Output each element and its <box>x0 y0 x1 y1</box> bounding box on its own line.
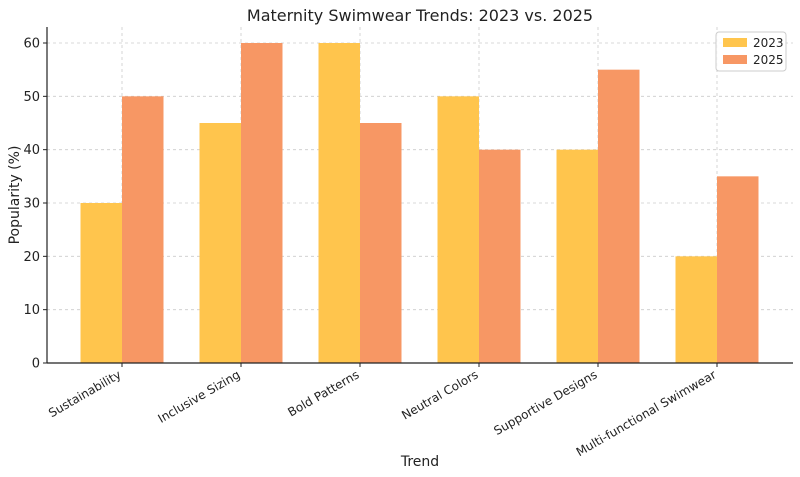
axes <box>46 27 793 364</box>
x-tick-label-0: Sustainability <box>46 367 123 420</box>
y-tick-label-2: 20 <box>23 250 40 265</box>
y-axis-label: Popularity (%) <box>7 146 23 245</box>
bar-2025-5 <box>717 176 759 363</box>
bar-2025-4 <box>598 69 640 364</box>
bar-2025-3 <box>479 149 521 363</box>
x-tick-label-3: Neutral Colors <box>399 367 480 422</box>
bar-2023-2 <box>318 43 360 363</box>
x-tick-label-4: Supportive Designs <box>491 367 599 438</box>
bar-2023-5 <box>675 256 717 363</box>
x-tick-label-1: Inclusive Sizing <box>156 367 243 425</box>
bar-2023-0 <box>80 203 122 363</box>
legend-swatch-2023 <box>723 38 747 47</box>
legend-label-2025: 2025 <box>753 53 784 67</box>
x-ticks: Sustainability Inclusive Sizing Bold Patte… <box>46 363 719 459</box>
bar-2025-0 <box>122 96 164 363</box>
legend: 2023 2025 <box>715 31 787 72</box>
bar-2025-1 <box>241 43 283 363</box>
x-axis-label: Trend <box>400 454 439 470</box>
bar-2025-2 <box>360 123 402 363</box>
bar-2023-4 <box>556 149 598 363</box>
legend-label-2023: 2023 <box>753 36 784 50</box>
x-tick-label-2: Bold Patterns <box>285 367 361 419</box>
y-tick-label-6: 60 <box>23 37 40 52</box>
y-tick-label-4: 40 <box>23 143 40 158</box>
y-tick-label-3: 30 <box>23 197 40 212</box>
legend-swatch-2025 <box>723 55 747 64</box>
y-tick-label-1: 10 <box>23 303 40 318</box>
y-tick-label-0: 0 <box>32 357 40 372</box>
bar-2023-1 <box>199 123 241 363</box>
y-ticks: 0 10 20 30 40 50 60 <box>23 37 47 372</box>
chart-title: Maternity Swimwear Trends: 2023 vs. 2025 <box>247 6 593 25</box>
bars <box>80 43 759 364</box>
bar-2023-3 <box>437 96 479 363</box>
y-tick-label-5: 50 <box>23 90 40 105</box>
